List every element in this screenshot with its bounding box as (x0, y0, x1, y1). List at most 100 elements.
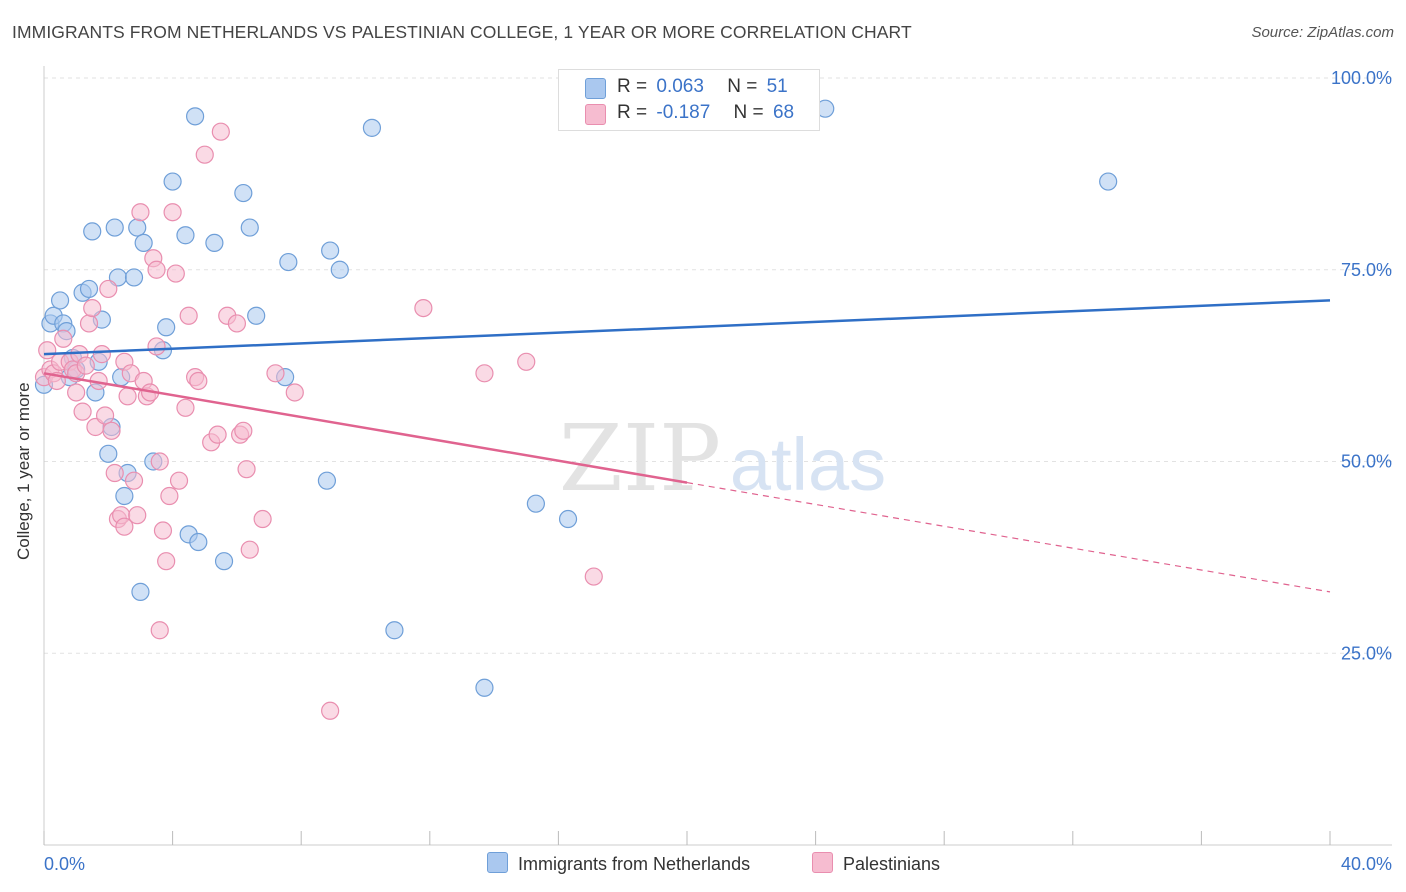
source-label: Source: ZipAtlas.com (1251, 24, 1394, 41)
point-netherlands (279, 252, 298, 272)
point-palestinians (176, 398, 195, 417)
point-palestinians (150, 621, 169, 640)
point-palestinians (131, 203, 150, 222)
point-palestinians (163, 203, 182, 222)
bottom-legend-swatch-blue (487, 852, 508, 873)
point-palestinians (102, 421, 121, 440)
axes (43, 66, 1392, 846)
point-netherlands (83, 222, 102, 241)
point-palestinians (584, 567, 603, 586)
point-netherlands (1099, 172, 1118, 191)
point-netherlands (157, 318, 176, 337)
point-netherlands (163, 172, 182, 191)
y-tick-label: 25.0% (1341, 643, 1392, 663)
watermark-atlas: atlas (730, 423, 886, 506)
point-palestinians (105, 463, 124, 483)
point-palestinians (211, 122, 230, 141)
point-palestinians (266, 364, 285, 383)
point-netherlands (124, 268, 144, 287)
legend-r-value: -0.187 (656, 102, 711, 123)
point-palestinians (153, 521, 173, 540)
point-palestinians (179, 306, 198, 325)
point-netherlands (362, 118, 382, 137)
point-netherlands (128, 218, 147, 237)
point-palestinians (124, 471, 144, 490)
point-palestinians (166, 264, 185, 283)
bottom-legend-palestinians: Palestinians (812, 852, 940, 875)
point-netherlands (99, 444, 118, 463)
point-palestinians (321, 701, 340, 720)
trend-line-netherlands (43, 299, 1331, 356)
point-palestinians (234, 421, 253, 440)
point-palestinians (157, 552, 176, 571)
point-palestinians (67, 383, 86, 402)
point-netherlands (240, 218, 259, 237)
point-palestinians (92, 345, 111, 364)
point-palestinians (414, 299, 433, 318)
legend-n-value: 51 (766, 76, 788, 97)
point-palestinians (227, 314, 246, 333)
point-netherlands (50, 291, 70, 310)
point-palestinians (79, 314, 99, 333)
point-palestinians (73, 402, 92, 421)
legend-r-label: R = (617, 76, 648, 97)
point-palestinians (195, 145, 214, 164)
point-palestinians (99, 279, 118, 299)
stats-legend: R = 0.063 N = 51 R = -0.187 N = 68 (558, 69, 820, 131)
point-netherlands (558, 509, 578, 529)
legend-n-value: 68 (772, 102, 795, 123)
bottom-legend-swatch-pink (812, 852, 833, 873)
point-palestinians (147, 260, 166, 279)
point-palestinians (115, 517, 134, 536)
point-palestinians (128, 506, 147, 525)
grid-lines (44, 77, 1392, 654)
point-netherlands (205, 233, 224, 253)
bottom-legend-label: Immigrants from Netherlands (518, 854, 751, 874)
legend-r-label: R = (617, 102, 648, 123)
point-palestinians (189, 371, 208, 391)
point-palestinians (150, 452, 169, 471)
point-palestinians (83, 299, 102, 318)
legend-swatch-pink (585, 104, 606, 125)
chart-title: IMMIGRANTS FROM NETHERLANDS VS PALESTINI… (12, 22, 912, 42)
point-palestinians (208, 425, 227, 444)
point-palestinians (160, 486, 179, 506)
point-palestinians (118, 387, 137, 406)
point-netherlands (317, 471, 337, 490)
y-axis-label: College, 1 year or more (14, 382, 33, 560)
trend-line-palestinians (43, 372, 688, 484)
legend-n-label: N = (727, 76, 758, 97)
point-netherlands (385, 621, 404, 640)
legend-swatch-blue (585, 78, 606, 99)
point-netherlands (134, 233, 153, 253)
y-tick-label: 100.0% (1331, 68, 1392, 88)
point-netherlands (475, 678, 494, 697)
x-tick-label: 0.0% (44, 854, 85, 874)
point-palestinians (54, 329, 73, 348)
legend-n-label: N = (733, 102, 764, 123)
trend-line-palestinians-dashed (686, 482, 1331, 593)
point-netherlands (247, 306, 266, 325)
point-palestinians (237, 460, 256, 479)
bottom-legend-netherlands: Immigrants from Netherlands (487, 852, 750, 875)
bottom-legend-label: Palestinians (843, 854, 941, 874)
point-netherlands (105, 218, 124, 237)
point-palestinians (475, 364, 494, 383)
point-netherlands (526, 494, 545, 513)
point-netherlands (321, 241, 340, 260)
point-netherlands (115, 486, 134, 506)
watermark: ZIP atlas (559, 405, 886, 512)
point-palestinians (95, 406, 115, 425)
point-netherlands (214, 552, 234, 571)
point-netherlands (186, 107, 205, 126)
point-palestinians (517, 352, 536, 371)
point-netherlands (234, 183, 253, 203)
point-netherlands (189, 532, 208, 552)
point-palestinians (253, 509, 272, 529)
point-palestinians (76, 356, 95, 375)
point-palestinians (169, 471, 189, 490)
point-netherlands (330, 260, 349, 279)
point-palestinians (240, 540, 259, 559)
point-netherlands (176, 226, 195, 245)
